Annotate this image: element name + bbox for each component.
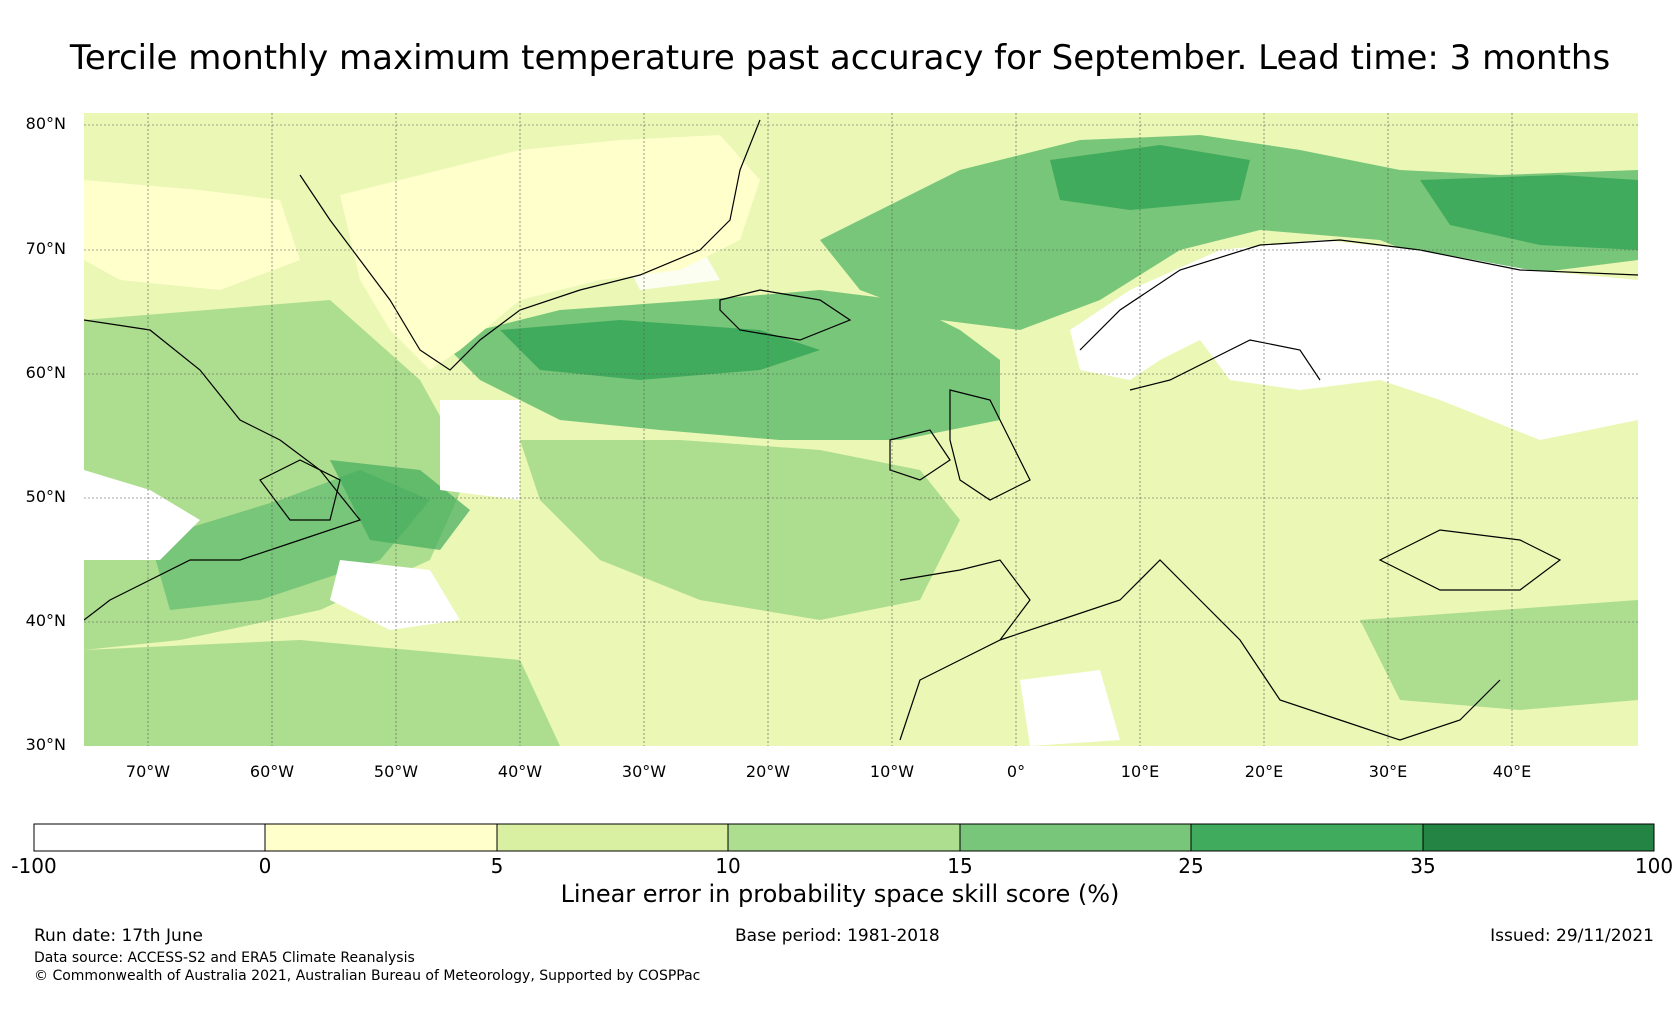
lon-label: 0° xyxy=(1006,762,1026,781)
lat-label: 50°N xyxy=(25,487,66,506)
colorbar-swatch xyxy=(728,824,960,851)
lon-label: 70°W xyxy=(125,762,171,781)
lon-label: 60°W xyxy=(249,762,295,781)
colorbar-swatch xyxy=(1191,824,1423,851)
coastlines xyxy=(84,119,1638,741)
lat-label: 70°N xyxy=(25,239,66,258)
colorbar-tick: 0 xyxy=(258,854,272,878)
lon-label: 40°W xyxy=(497,762,543,781)
lon-label: 10°E xyxy=(1120,762,1160,781)
skill-field xyxy=(84,113,1638,746)
colorbar-swatch xyxy=(34,824,265,851)
colorbar-label: Linear error in probability space skill … xyxy=(560,880,1120,908)
lon-label: 50°W xyxy=(373,762,419,781)
run-date: Run date: 17th June xyxy=(34,926,203,946)
colorbar-tick: 15 xyxy=(947,854,973,878)
data-source: Data source: ACCESS-S2 and ERA5 Climate … xyxy=(34,950,415,966)
lon-label: 10°W xyxy=(869,762,915,781)
colorbar-tick: -100 xyxy=(11,854,57,878)
colorbar-tick: 25 xyxy=(1178,854,1204,878)
colorbar-swatch xyxy=(960,824,1191,851)
map-title: Tercile monthly maximum temperature past… xyxy=(69,38,1611,78)
lon-label: 40°E xyxy=(1492,762,1532,781)
lat-label: 40°N xyxy=(25,611,66,630)
colorbar-tick: 100 xyxy=(1634,854,1674,878)
lon-label: 20°W xyxy=(745,762,791,781)
base-period: Base period: 1981-2018 xyxy=(735,926,940,946)
colorbar xyxy=(33,823,1655,852)
lat-label: 30°N xyxy=(25,735,66,754)
lon-label: 30°W xyxy=(621,762,667,781)
lon-label: 30°E xyxy=(1368,762,1408,781)
copyright: © Commonwealth of Australia 2021, Austra… xyxy=(34,968,701,984)
issued-date: Issued: 29/11/2021 xyxy=(1490,926,1654,946)
lat-label: 80°N xyxy=(25,114,66,133)
colorbar-swatch xyxy=(265,824,497,851)
colorbar-swatch xyxy=(497,824,728,851)
lat-label: 60°N xyxy=(25,363,66,382)
colorbar-swatch xyxy=(1423,824,1654,851)
colorbar-tick: 5 xyxy=(490,854,504,878)
colorbar-tick: 35 xyxy=(1410,854,1436,878)
lon-label: 20°E xyxy=(1244,762,1284,781)
graticule xyxy=(84,113,1638,746)
colorbar-tick: 10 xyxy=(715,854,741,878)
